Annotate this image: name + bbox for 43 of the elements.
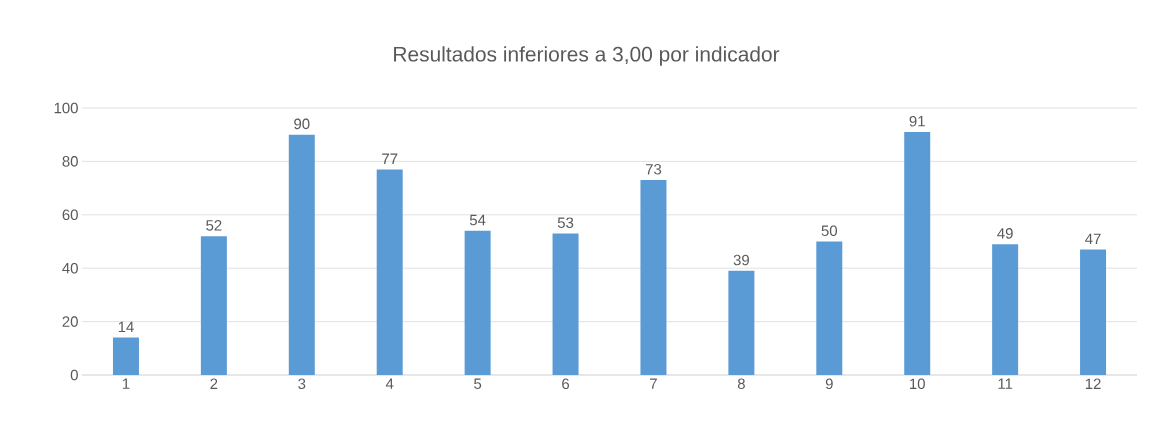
y-tick-label: 60	[62, 209, 78, 221]
x-tick-label: 4	[385, 378, 394, 389]
bar	[288, 134, 315, 375]
y-tick-label: 40	[62, 262, 78, 274]
bar	[112, 337, 139, 375]
bar	[376, 169, 403, 375]
data-label: 91	[909, 115, 925, 127]
x-tick-label: 3	[298, 378, 306, 390]
data-label: 90	[294, 118, 310, 130]
x-tick-label: 8	[737, 378, 745, 390]
x-tick-label: 7	[650, 378, 657, 389]
bar	[552, 233, 579, 375]
data-label: 73	[645, 163, 662, 175]
bar	[992, 244, 1019, 375]
data-label: 52	[206, 220, 222, 231]
y-tick-label: 20	[62, 316, 78, 327]
bar	[464, 230, 491, 375]
data-label: 49	[997, 228, 1013, 239]
x-tick-label: 6	[562, 378, 570, 390]
data-label: 54	[469, 214, 486, 226]
y-tick-label: 100	[54, 102, 78, 114]
bar	[728, 270, 755, 375]
y-tick-label: 0	[70, 369, 78, 381]
data-label: 39	[733, 254, 749, 266]
bar	[200, 236, 227, 375]
x-tick-label: 10	[910, 378, 925, 390]
x-tick-label: 9	[825, 378, 833, 390]
data-label: 77	[382, 153, 398, 164]
data-label: 50	[821, 225, 838, 236]
x-tick-label: 2	[210, 378, 218, 389]
y-tick-label: 80	[62, 156, 78, 167]
data-label: 47	[1085, 233, 1101, 244]
bar	[816, 241, 843, 375]
x-tick-label: 1	[122, 378, 130, 389]
bar	[1080, 249, 1107, 375]
x-tick-label: 5	[474, 378, 482, 389]
chart-title: Resultados inferiores a 3,00 por indicador	[394, 46, 780, 66]
x-tick-label: 11	[998, 378, 1013, 389]
bar	[904, 132, 931, 375]
data-label: 14	[118, 321, 134, 333]
x-tick-label: 12	[1085, 378, 1101, 389]
bar	[640, 180, 667, 375]
data-label: 53	[557, 217, 574, 228]
